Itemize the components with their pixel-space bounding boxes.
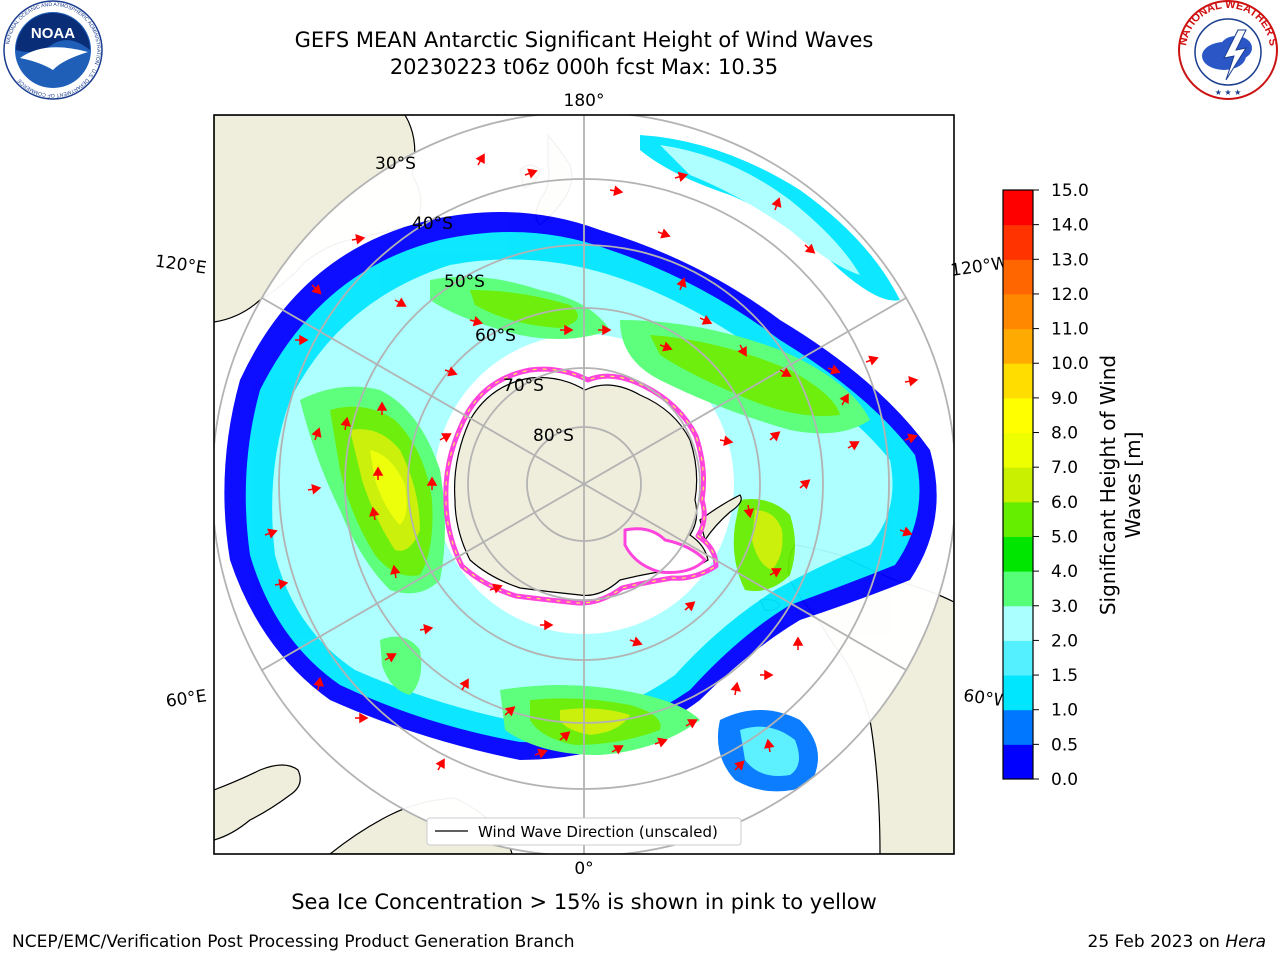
colorbar-segment [1003, 363, 1033, 399]
colorbar-tick-label: 9.0 [1051, 389, 1078, 409]
colorbar-tick-label: 13.0 [1051, 250, 1089, 270]
noaa-logo: NOAA NATIONAL OCEANIC AND ATMOSPHERIC AD… [3, 0, 103, 100]
footer-branch: NCEP/EMC/Verification Post Processing Pr… [12, 932, 575, 952]
sea-ice-edge [443, 366, 719, 606]
colorbar-tick-label: 2.0 [1051, 631, 1078, 651]
colorbar-tick-label: 8.0 [1051, 424, 1078, 444]
colorbar-segment [1003, 744, 1033, 780]
lat-label-50s: 50°S [444, 272, 485, 292]
lat-label-80s: 80°S [533, 426, 574, 446]
colorbar-tick-label: 7.0 [1051, 458, 1078, 478]
colorbar-tick-label: 5.0 [1051, 527, 1078, 547]
colorbar-tick-label: 12.0 [1051, 285, 1089, 305]
colorbar-tick-label: 1.5 [1051, 666, 1078, 686]
colorbar-segment [1003, 190, 1033, 226]
colorbar-segment [1003, 536, 1033, 572]
colorbar-segment [1003, 328, 1033, 364]
colorbar-border [1002, 189, 1034, 780]
footer-date: 25 Feb 2023 on Hera [1088, 932, 1266, 952]
noaa-logo-text: NOAA [31, 25, 75, 42]
colorbar-tick-label: 0.0 [1051, 770, 1078, 790]
wave-direction-arrows [264, 153, 919, 771]
colorbar-segment [1003, 605, 1033, 641]
map-title: GEFS MEAN Antarctic Significant Height o… [294, 28, 874, 52]
lon-label-0: 0° [574, 859, 593, 879]
colorbar-tick-label: 4.0 [1051, 562, 1078, 582]
colorbar: 0.0 0.5 1.0 1.5 2.0 3.0 4.0 5.0 6.0 7.0 8.0 9.0 10.0… [1002, 181, 1089, 790]
lon-label-180: 180° [564, 91, 605, 111]
colorbar-segment [1003, 293, 1033, 330]
lat-label-60s: 60°S [475, 326, 516, 346]
nws-logo: NATIONAL WEATHER SERVICE ★ ★ ★ [1176, 0, 1279, 100]
colorbar-segment [1003, 467, 1033, 503]
map-border [213, 114, 955, 855]
colorbar-tick-label: 6.0 [1051, 493, 1078, 513]
map-area: Wind Wave Direction (unscaled) 30°S 40°S… [214, 115, 954, 854]
svg-text:★ ★ ★: ★ ★ ★ [1215, 88, 1242, 97]
colorbar-segment [1003, 640, 1033, 676]
colorbar-segment [1003, 675, 1033, 711]
sea-ice-caption: Sea Ice Concentration > 15% is shown in … [291, 890, 877, 914]
colorbar-segment [1003, 432, 1033, 468]
lat-label-40s: 40°S [412, 214, 453, 234]
footer-host: Hera [1225, 932, 1266, 952]
colorbar-label: Significant Height of Wind Waves [m] [1096, 354, 1145, 616]
map-subtitle: 20230223 t06z 000h fcst Max: 10.35 [389, 55, 779, 79]
footer-date-text: 25 Feb 2023 on [1087, 932, 1226, 952]
lon-label-120w: 120°W [949, 253, 1009, 281]
colorbar-segment [1003, 571, 1033, 607]
colorbar-tick-label: 15.0 [1051, 181, 1089, 201]
colorbar-tick-label: 10.0 [1051, 354, 1089, 374]
arrow-legend: Wind Wave Direction (unscaled) [426, 817, 742, 846]
colorbar-segment [1003, 501, 1033, 537]
colorbar-segment [1003, 224, 1033, 260]
latitude-labels: 30°S 40°S 50°S 60°S 70°S 80°S [375, 154, 574, 446]
colorbar-segment [1003, 259, 1033, 295]
colorbar-tick-label: 3.0 [1051, 597, 1078, 617]
colorbar-segment [1003, 709, 1033, 745]
lat-label-30s: 30°S [375, 154, 416, 174]
colorbar-tick-label: 11.0 [1051, 320, 1089, 340]
lon-label-120e: 120°E [154, 252, 208, 279]
colorbar-segment [1003, 397, 1033, 434]
lat-label-70s: 70°S [503, 376, 544, 396]
graticule [214, 115, 954, 854]
arrow-legend-label: Wind Wave Direction (unscaled) [478, 823, 718, 841]
colorbar-tick-label: 1.0 [1051, 701, 1078, 721]
colorbar-tick-label: 0.5 [1051, 735, 1078, 755]
colorbar-tick-label: 14.0 [1051, 216, 1089, 236]
lon-label-60e: 60°E [165, 686, 208, 711]
